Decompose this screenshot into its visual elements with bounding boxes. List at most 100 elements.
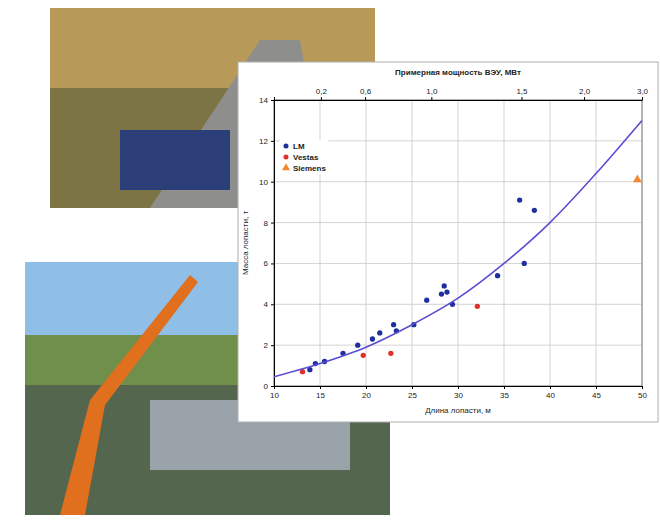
tick-mark <box>271 182 274 183</box>
tick-mark <box>504 386 505 389</box>
plot-frame <box>274 100 642 386</box>
axis-line <box>271 101 275 387</box>
axis-line <box>275 97 643 101</box>
tick-mark <box>271 386 274 387</box>
grid <box>274 100 642 386</box>
tick: 50 <box>638 386 647 400</box>
point <box>388 351 393 356</box>
tick-mark <box>596 386 597 389</box>
tick-label: 15 <box>316 391 325 400</box>
point <box>475 304 480 309</box>
tick-mark <box>271 345 274 346</box>
y-axis: 0 2 4 6 8 10 12 14 <box>259 96 274 391</box>
tick-label: 45 <box>592 391 601 400</box>
grid-line-x <box>458 100 459 386</box>
legend-items: LM Vestas Siemens <box>282 142 326 173</box>
tick-label: 1,5 <box>516 87 528 96</box>
tick-mark <box>271 304 274 305</box>
tick: 14 <box>259 96 274 105</box>
tick: 0 <box>264 382 274 391</box>
grid-line-x <box>504 100 505 386</box>
point <box>633 175 642 183</box>
tick-label: 0 <box>264 382 269 391</box>
grid-line-y <box>274 222 642 223</box>
point <box>370 336 375 341</box>
tick-label: 12 <box>259 137 268 146</box>
tick: 6 <box>264 259 274 268</box>
tick-mark <box>458 386 459 389</box>
grid-line-x <box>550 100 551 386</box>
chart-panel <box>238 62 658 422</box>
tick: 0,6 <box>360 87 372 100</box>
tick-mark <box>320 386 321 389</box>
tick: 25 <box>408 386 417 400</box>
tick-mark <box>365 97 366 100</box>
legend: LM Vestas Siemens <box>280 140 328 175</box>
trend-line <box>274 120 642 376</box>
grid-line-x <box>596 100 597 386</box>
point <box>532 208 537 213</box>
legend-marker <box>283 154 288 159</box>
tick: 2 <box>264 341 274 350</box>
tick-mark <box>271 223 274 224</box>
tick-label: 10 <box>270 391 279 400</box>
legend-item: LM <box>283 142 304 151</box>
grid-line-y <box>274 263 642 264</box>
x-axis: 101520253035404550 <box>270 386 647 400</box>
grid-line-y <box>274 181 642 182</box>
tick-label: 0,2 <box>316 87 328 96</box>
tick: 4 <box>264 300 274 309</box>
legend-item: Vestas <box>283 153 318 162</box>
legend-marker <box>282 163 290 170</box>
tick: 2,0 <box>579 87 591 100</box>
point <box>442 283 447 288</box>
point <box>424 298 429 303</box>
grid-line-x <box>366 100 367 386</box>
tick-label: 20 <box>362 391 371 400</box>
tick-label: 40 <box>546 391 555 400</box>
tick: 45 <box>592 386 601 400</box>
legend-label: Siemens <box>293 164 326 173</box>
grid-line-y <box>274 345 642 346</box>
point <box>522 261 527 266</box>
tick-label: 3,0 <box>637 87 649 96</box>
legend-label: Vestas <box>293 153 319 162</box>
legend-marker <box>283 143 288 148</box>
tick-label: 10 <box>259 178 268 187</box>
tick-label: 25 <box>408 391 417 400</box>
photo-crane <box>60 275 198 515</box>
grid-line-y <box>274 304 642 305</box>
point <box>355 342 360 347</box>
point <box>377 330 382 335</box>
y-axis-title: Масса лопасти, т <box>241 211 250 275</box>
tick: 10 <box>259 178 274 187</box>
tick: 1,0 <box>426 87 438 100</box>
tick: 15 <box>316 386 325 400</box>
tick: 1,5 <box>516 87 528 100</box>
tick-mark <box>550 386 551 389</box>
point <box>391 322 396 327</box>
point <box>517 197 522 202</box>
plot-area <box>274 120 642 376</box>
tick-label: 0,6 <box>360 87 372 96</box>
point <box>444 289 449 294</box>
tick-mark <box>642 97 643 100</box>
tick: 20 <box>362 386 371 400</box>
tick-mark <box>521 97 522 100</box>
legend-bg <box>280 140 328 175</box>
tick: 40 <box>546 386 555 400</box>
tick-mark <box>642 386 643 389</box>
tick-mark <box>271 100 274 101</box>
tick-label: 4 <box>264 300 269 309</box>
tick-label: 2,0 <box>579 87 591 96</box>
grid-line-y <box>274 140 642 141</box>
axis-line <box>275 387 643 390</box>
grid-line-x <box>412 100 413 386</box>
tick: 12 <box>259 137 274 146</box>
point <box>361 353 366 358</box>
tick-mark <box>271 263 274 264</box>
tick: 35 <box>500 386 509 400</box>
tick-label: 8 <box>264 219 269 228</box>
x2-axis: 0,2 0,6 1,0 1,5 2,0 3,0 <box>275 87 649 101</box>
tick-label: 6 <box>264 259 269 268</box>
